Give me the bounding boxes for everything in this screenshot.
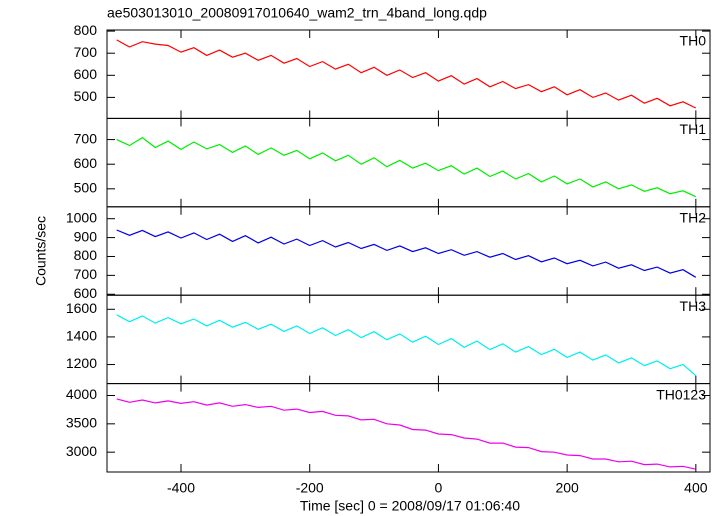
data-line <box>116 39 697 109</box>
panel-frame <box>106 206 711 296</box>
y-axis-label: Counts/sec <box>33 216 49 286</box>
y-tick-label: 3000 <box>66 443 97 459</box>
y-tick-label: 3500 <box>66 415 97 431</box>
y-tick-label: 4000 <box>66 386 97 402</box>
y-tick-label: 600 <box>74 155 98 171</box>
x-tick-label: -200 <box>296 480 324 496</box>
data-line <box>116 136 697 198</box>
y-tick-label: 600 <box>74 66 98 82</box>
y-tick-label: 1200 <box>66 355 97 371</box>
y-tick-label: 800 <box>74 22 98 38</box>
y-tick-label: 500 <box>74 180 98 196</box>
y-tick-label: 1400 <box>66 328 97 344</box>
y-tick-label: 700 <box>74 130 98 146</box>
data-line <box>116 398 696 470</box>
panel-frame <box>106 383 711 473</box>
panel-label: TH3 <box>680 298 707 314</box>
panel-frame <box>106 117 711 208</box>
y-tick-label: 700 <box>74 44 98 60</box>
y-tick-label: 800 <box>74 247 98 263</box>
panel-label: TH0 <box>680 33 707 49</box>
y-tick-label: 500 <box>74 88 98 104</box>
y-tick-label: 900 <box>74 228 98 244</box>
chart-title: ae503013010_20080917010640_wam2_trn_4ban… <box>107 5 487 21</box>
x-tick-label: 400 <box>684 480 708 496</box>
y-tick-label: 1600 <box>66 300 97 316</box>
panel-frame <box>106 29 711 119</box>
y-tick-label: 600 <box>74 285 98 301</box>
data-line <box>116 229 697 278</box>
data-line <box>116 314 697 377</box>
y-tick-label: 700 <box>74 266 98 282</box>
x-axis-label: Time [sec] 0 = 2008/09/17 01:06:40 <box>300 498 520 514</box>
panel-label: TH1 <box>680 121 707 137</box>
panel-label: TH0123 <box>656 386 706 402</box>
panel-label: TH2 <box>680 210 707 226</box>
x-tick-label: 0 <box>435 480 443 496</box>
x-tick-label: -400 <box>167 480 195 496</box>
x-tick-label: 200 <box>555 480 579 496</box>
y-tick-label: 1000 <box>66 209 97 225</box>
